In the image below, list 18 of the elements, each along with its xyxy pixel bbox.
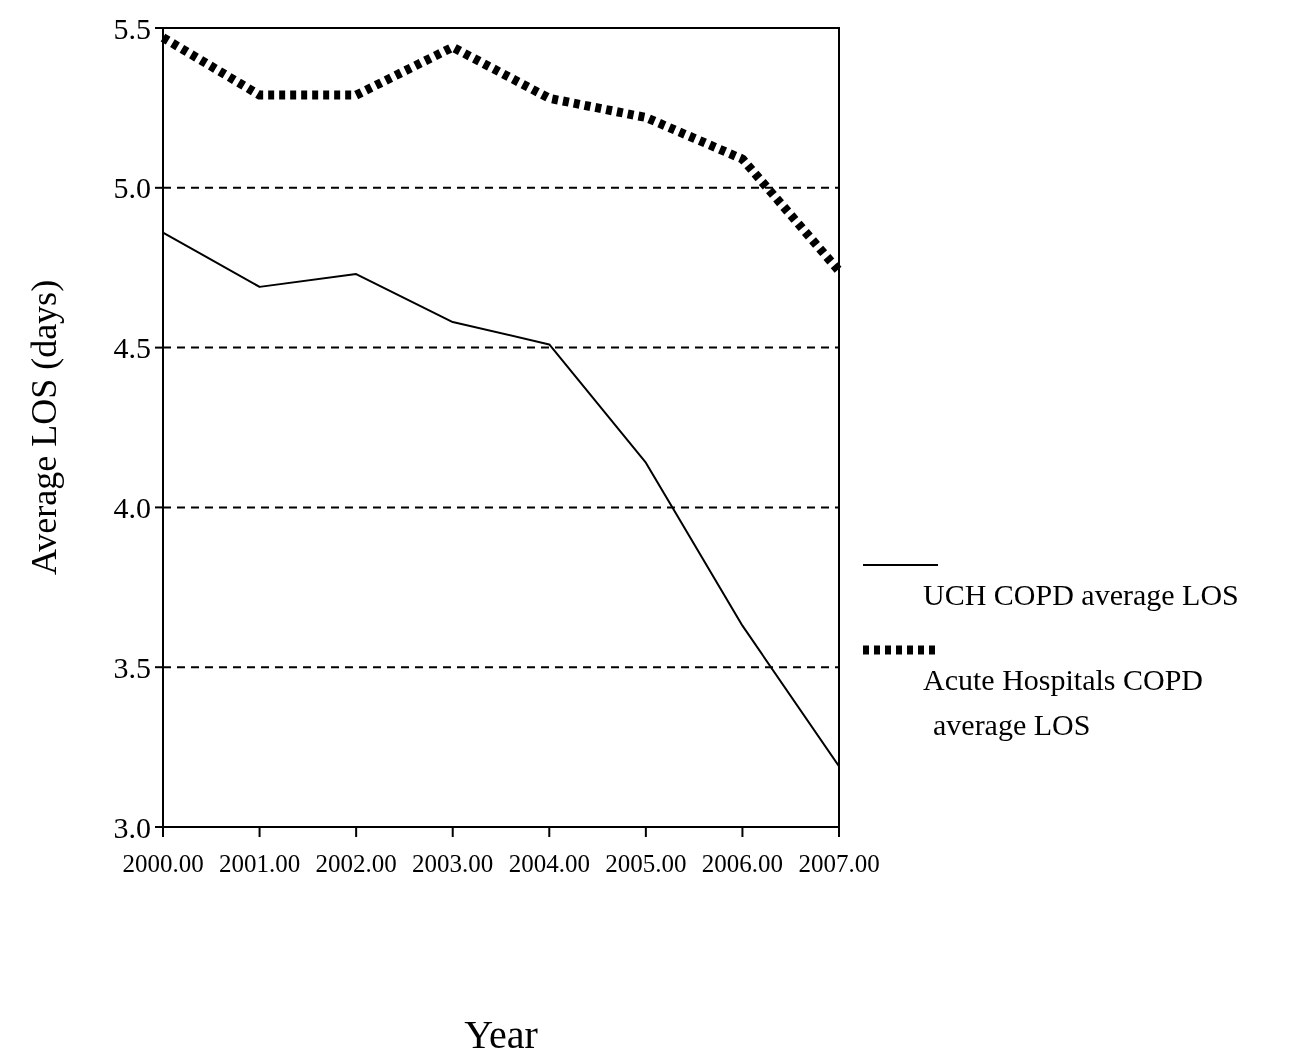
x-axis-title: Year	[464, 1012, 538, 1049]
x-tick-label: 2006.00	[701, 850, 784, 877]
y-tick-label: 5.0	[113, 171, 151, 205]
y-axis-title: Average LOS (days)	[24, 279, 64, 576]
y-tick-label: 3.0	[113, 810, 151, 844]
x-tick-label: 2003.00	[412, 850, 494, 877]
x-tick-label: 2004.00	[508, 850, 590, 877]
legend-label: UCH COPD average LOS	[923, 578, 1239, 611]
x-tick-label: 2007.00	[798, 850, 880, 877]
legend-label: Acute Hospitals COPD average LOS	[923, 663, 1203, 741]
x-tick-label: 2001.00	[218, 850, 301, 877]
y-tick-label: 4.5	[113, 331, 151, 365]
x-tick-label: 2005.00	[605, 850, 687, 877]
y-tick-label: 5.5	[113, 11, 151, 45]
y-tick-label: 3.5	[113, 650, 151, 684]
y-tick-label: 4.0	[113, 490, 151, 524]
x-tick-label: 2002.00	[315, 850, 397, 877]
x-tick-label: 2000.00	[122, 850, 204, 877]
